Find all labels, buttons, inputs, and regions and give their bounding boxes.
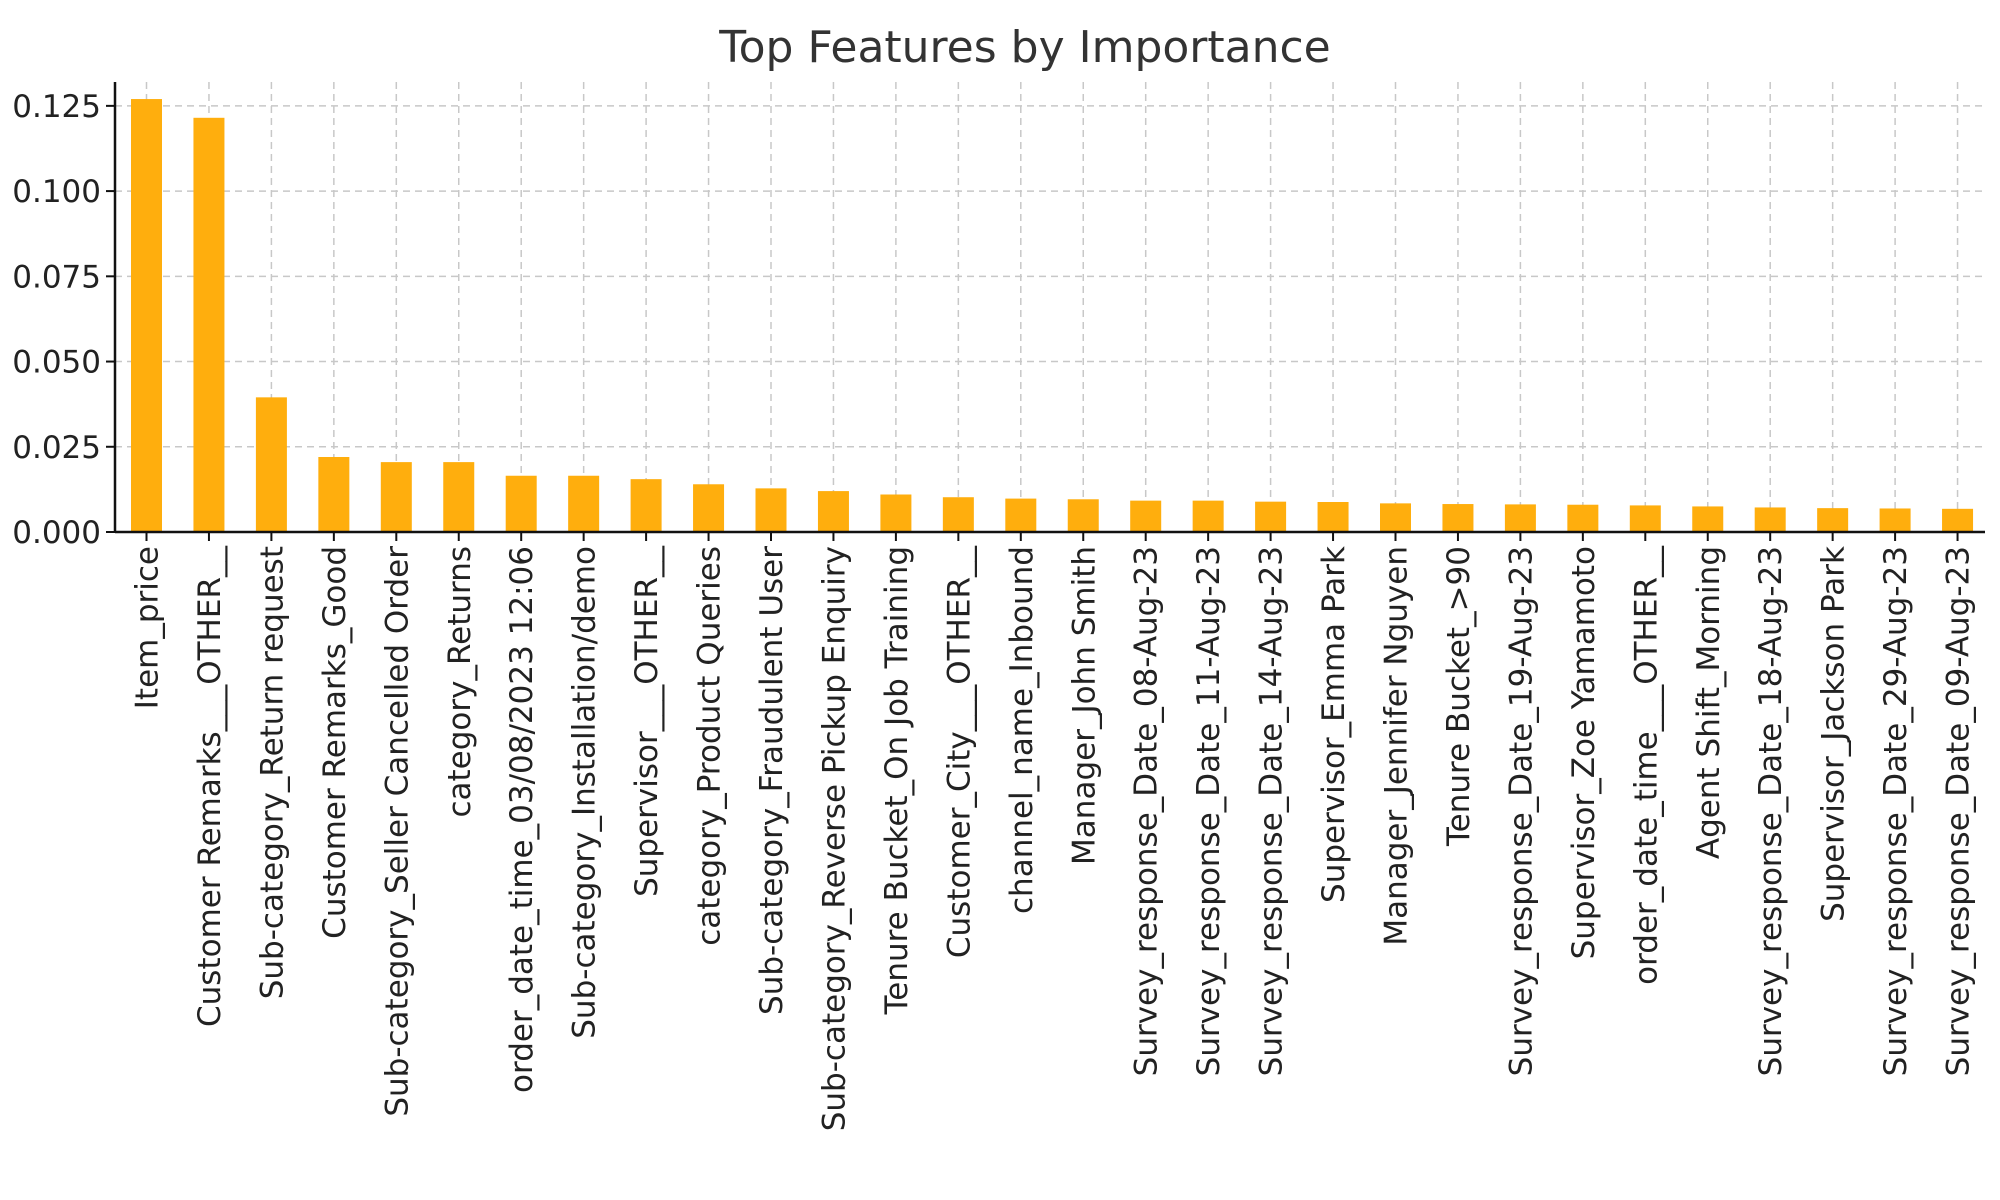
- x-tick-label: Customer Remarks___OTHER__: [192, 546, 228, 1027]
- bar: [880, 494, 912, 532]
- bar: [318, 457, 350, 532]
- bar: [1504, 504, 1536, 532]
- bar: [1817, 508, 1849, 532]
- y-tick-label: 0.075: [12, 259, 101, 295]
- x-tick-label: Supervisor_Zoe Yamamoto: [1566, 546, 1602, 959]
- bar: [1130, 500, 1162, 532]
- bar: [1380, 503, 1411, 532]
- x-tick-label: Tenure Bucket_>90: [1441, 546, 1477, 847]
- bar: [131, 99, 162, 532]
- x-tick-label: Customer_City___OTHER__: [941, 546, 977, 959]
- y-tick-labels: 0.000 0.025 0.050 0.075 0.100 0.125: [12, 89, 101, 551]
- bar: [1255, 501, 1287, 532]
- x-tick-labels: Item_price Customer Remarks___OTHER__ Sub-…: [130, 546, 1977, 1132]
- x-tick-label: Sub-category_Fraudulent User: [754, 546, 790, 1015]
- bar: [1629, 505, 1661, 532]
- bar-layer: [131, 99, 1974, 532]
- x-tick-label: Sub-category_Seller Cancelled Order: [379, 546, 415, 1117]
- x-tick-label: Agent Shift_Morning: [1691, 546, 1727, 859]
- x-tick-label: Supervisor___OTHER__: [629, 546, 665, 897]
- bar: [443, 462, 475, 532]
- x-tick-label: channel_name_Inbound: [1004, 546, 1040, 914]
- x-tick-label: Survey_response_Date_29-Aug-23: [1878, 546, 1914, 1076]
- bar: [568, 475, 600, 532]
- x-tick-label: Sub-category_Return request: [254, 546, 290, 999]
- bar: [505, 475, 537, 532]
- bar: [1442, 504, 1474, 532]
- axis-layer: [106, 82, 1985, 541]
- grid-layer: [115, 82, 1985, 533]
- x-tick-label: Supervisor_Emma Park: [1316, 546, 1352, 903]
- x-tick-label: order_date_time___OTHER__: [1628, 546, 1664, 985]
- bar: [1942, 508, 1974, 532]
- x-tick-label: Survey_response_Date_18-Aug-23: [1753, 546, 1789, 1076]
- x-tick-label: Survey_response_Date_09-Aug-23: [1941, 546, 1977, 1076]
- x-tick-label: Manager_Jennifer Nguyen: [1379, 546, 1415, 946]
- bar: [755, 488, 787, 532]
- bar: [255, 397, 287, 532]
- bar: [1692, 506, 1724, 532]
- bar: [693, 484, 725, 532]
- bar: [817, 491, 849, 532]
- chart-title: Top Features by Importance: [718, 22, 1331, 73]
- x-tick-label: Survey_response_Date_08-Aug-23: [1129, 546, 1165, 1076]
- bar: [1192, 500, 1224, 532]
- x-tick-label: Item_price: [130, 546, 166, 709]
- bar: [630, 479, 662, 532]
- y-tick-label: 0.125: [12, 89, 101, 125]
- bar: [1879, 508, 1911, 532]
- x-tick-label: Sub-category_Installation/demo: [567, 546, 603, 1039]
- x-tick-label: Survey_response_Date_11-Aug-23: [1191, 546, 1227, 1076]
- bar: [380, 462, 412, 532]
- bar: [1567, 504, 1599, 532]
- x-tick-label: Sub-category_Reverse Pickup Enquiry: [816, 546, 852, 1131]
- y-tick-label: 0.000: [12, 515, 101, 551]
- y-tick-label: 0.100: [12, 174, 101, 210]
- bar: [193, 117, 225, 532]
- bar: [1754, 507, 1786, 532]
- x-tick-label: Supervisor_Jackson Park: [1816, 546, 1852, 922]
- x-tick-label: category_Product Queries: [692, 546, 728, 946]
- x-tick-label: Tenure Bucket_On Job Training: [879, 546, 915, 1015]
- x-tick-label: Survey_response_Date_19-Aug-23: [1503, 546, 1539, 1076]
- y-tick-label: 0.050: [12, 345, 101, 381]
- bar: [1317, 502, 1349, 532]
- bar: [1005, 498, 1037, 532]
- y-tick-label: 0.025: [12, 430, 101, 466]
- bar: [1067, 499, 1099, 532]
- bar: [942, 497, 974, 532]
- x-tick-label: category_Returns: [442, 546, 478, 818]
- x-tick-label: Manager_John Smith: [1066, 546, 1102, 865]
- x-tick-label: Survey_response_Date_14-Aug-23: [1254, 546, 1290, 1076]
- x-tick-label: Customer Remarks_Good: [317, 546, 353, 939]
- x-tick-label: order_date_time_03/08/2023 12:06: [504, 546, 540, 1093]
